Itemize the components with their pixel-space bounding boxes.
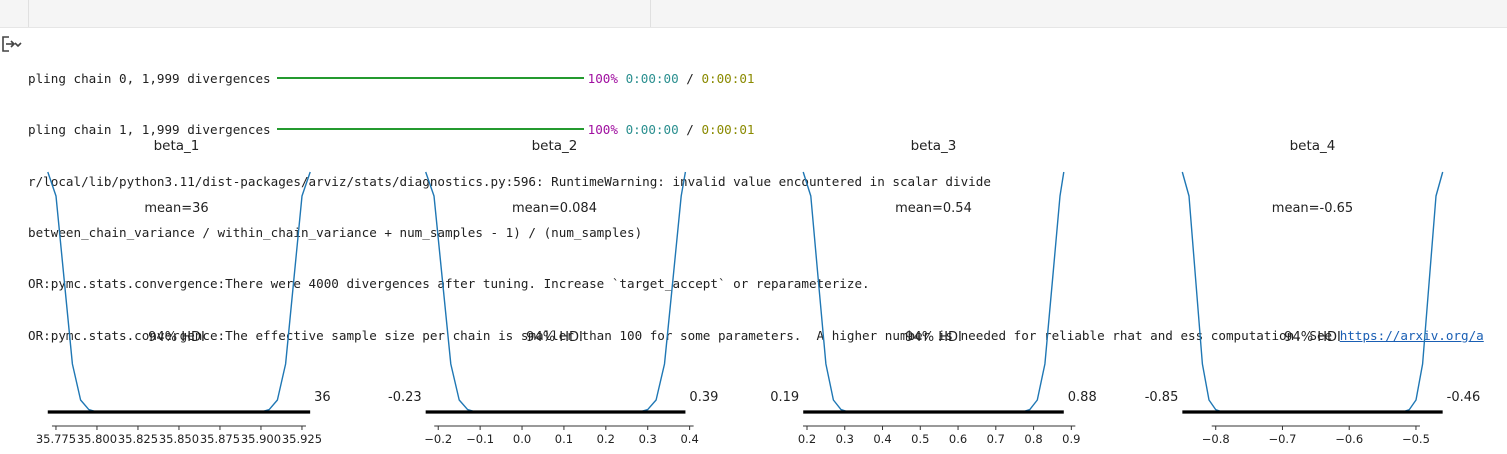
x-tick-label: 35.850	[159, 432, 199, 446]
elapsed-time: 0:00:00	[625, 71, 679, 87]
mean-label: mean=36	[144, 201, 208, 216]
time-separator: /	[686, 71, 694, 87]
hdi-label: 94% HDI	[905, 330, 962, 345]
x-tick-label: −0.8	[1202, 432, 1230, 446]
progress-bar	[276, 128, 584, 131]
toolbar-divider	[28, 0, 29, 27]
x-tick-label: 35.800	[77, 432, 117, 446]
x-tick-label: 0.2	[597, 432, 615, 446]
ess-error-text: OR:pymc.stats.convergence:The effective …	[28, 327, 1340, 343]
progress-label: pling chain 1, 1,999 divergences	[28, 122, 271, 138]
x-tick-label: −0.6	[1335, 432, 1363, 446]
x-tick-label: −0.2	[424, 432, 452, 446]
hdi-low-label: 0.19	[770, 390, 799, 405]
hdi-high-label: -0.46	[1447, 390, 1481, 405]
x-tick-label: 35.825	[118, 432, 158, 446]
progress-percent: 100%	[587, 71, 618, 87]
cell-toolbar	[0, 0, 1507, 28]
chart-title: beta_3	[911, 138, 957, 154]
divergence-error: OR:pymc.stats.convergence:There were 400…	[28, 276, 870, 292]
x-tick-label: −0.7	[1268, 432, 1296, 446]
x-tick-label: 0.5	[911, 432, 929, 446]
x-tick-label: 0.2	[798, 432, 816, 446]
runtime-warning: r/local/lib/python3.11/dist-packages/arv…	[28, 173, 991, 189]
remaining-time: 0:00:01	[701, 122, 755, 138]
toolbar-divider	[650, 0, 651, 27]
elapsed-time: 0:00:00	[625, 122, 679, 138]
x-tick-label: 0.8	[1024, 432, 1042, 446]
warning-source-line: between_chain_variance / within_chain_va…	[28, 225, 643, 241]
x-tick-label: −0.1	[466, 432, 494, 446]
progress-label: pling chain 0, 1,999 divergences	[28, 71, 271, 87]
posterior-plots: beta_1 mean=36 94% HDI 36 35.775 35.800 35.825…	[36, 138, 1481, 446]
hdi-label: 94% HDI	[148, 330, 205, 345]
output-collapse-icon[interactable]	[0, 35, 22, 53]
progress-line: pling chain 0, 1,999 divergences 100% 0:0…	[28, 70, 1507, 87]
x-tick-label: 0.1	[555, 432, 573, 446]
chart-title: beta_4	[1290, 138, 1336, 154]
x-tick-label: 35.875	[200, 432, 240, 446]
x-tick-label: 0.9	[1062, 432, 1080, 446]
x-tick-label: 35.900	[241, 432, 281, 446]
chart-title: beta_1	[154, 138, 200, 154]
hdi-low-label: -0.85	[1145, 390, 1179, 405]
hdi-high-label: 0.39	[689, 390, 718, 405]
hdi-label: 94% HDI	[1284, 330, 1341, 345]
remaining-time: 0:00:01	[701, 71, 755, 87]
x-tick-label: 0.7	[987, 432, 1005, 446]
progress-line: pling chain 1, 1,999 divergences 100% 0:0…	[28, 121, 1507, 138]
x-tick-label: 35.775	[36, 432, 76, 446]
arxiv-link[interactable]: https://arxiv.org/a	[1339, 327, 1484, 343]
time-separator: /	[686, 122, 694, 138]
x-tick-label: 0.4	[680, 432, 698, 446]
hdi-low-label: -0.23	[388, 390, 422, 405]
hdi-high-label: 0.88	[1068, 390, 1097, 405]
chart-title: beta_2	[532, 138, 578, 154]
cell-output: pling chain 0, 1,999 divergences 100% 0:0…	[28, 36, 1507, 361]
mean-label: mean=0.084	[512, 201, 597, 216]
x-tick-label: 0.3	[836, 432, 854, 446]
hdi-high-label: 36	[314, 390, 331, 405]
x-tick-label: 0.3	[639, 432, 657, 446]
mean-label: mean=0.54	[895, 201, 972, 216]
x-tick-label: −0.5	[1402, 432, 1430, 446]
progress-percent: 100%	[587, 122, 618, 138]
hdi-label: 94% HDI	[526, 330, 583, 345]
mean-label: mean=-0.65	[1272, 201, 1353, 216]
ess-error: OR:pymc.stats.convergence:The effective …	[28, 327, 1507, 344]
progress-bar	[276, 77, 584, 80]
x-tick-label: 0.6	[949, 432, 967, 446]
x-tick-label: 0.0	[513, 432, 531, 446]
x-tick-label: 0.4	[873, 432, 891, 446]
x-tick-label: 35.925	[282, 432, 322, 446]
